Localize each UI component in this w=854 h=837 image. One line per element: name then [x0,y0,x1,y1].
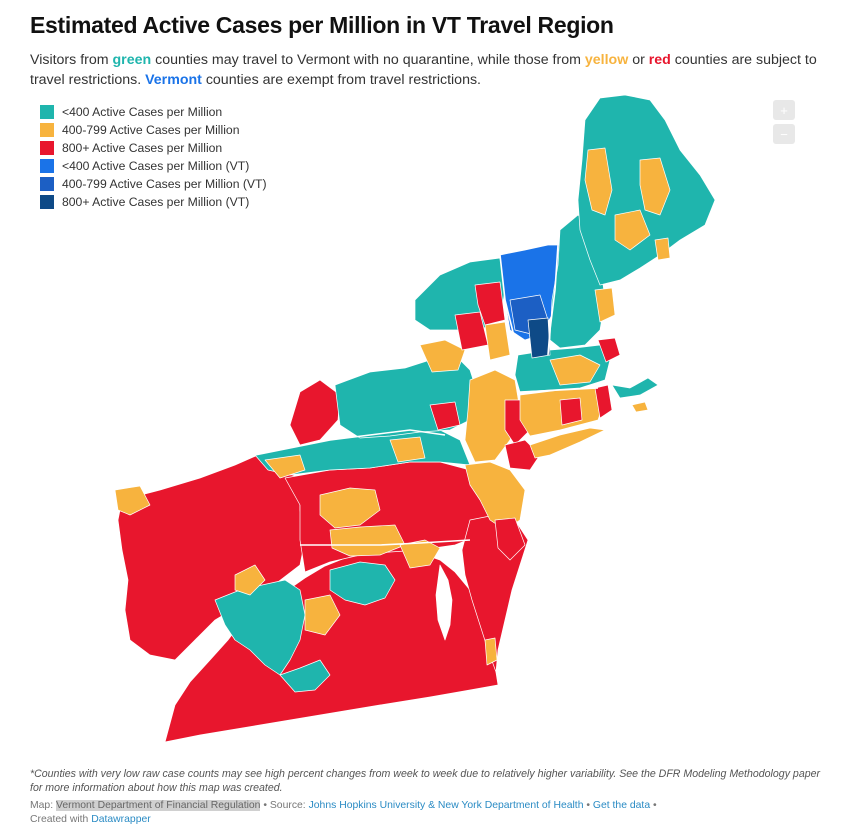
chart-description: Visitors from green counties may travel … [30,52,817,88]
region-maine-yellow-3[interactable] [614,209,651,251]
region-pa-yellow-2[interactable] [319,487,381,529]
region-wv-yellow[interactable] [234,564,266,596]
region-boston[interactable] [597,337,621,363]
region-cape-cod[interactable] [611,377,659,399]
source-link[interactable]: Johns Hopkins University & New York Depa… [308,800,584,811]
region-pa-yellow-1[interactable] [114,485,151,516]
legend-swatch [40,159,54,173]
region-north-ny-red[interactable] [474,281,506,326]
zoom-in-button[interactable]: + [773,100,795,120]
chart-title: Estimated Active Cases per Million in VT… [30,12,614,38]
legend-item: 400-799 Active Cases per Million [40,121,267,139]
legend-item: <400 Active Cases per Million [40,103,267,121]
legend-swatch [40,195,54,209]
region-maine-yellow-1[interactable] [584,147,613,216]
map-footer: Map: Vermont Department of Financial Reg… [30,799,830,827]
legend-swatch [40,105,54,119]
get-data-link[interactable]: Get the data [592,800,651,811]
region-ma-yellow[interactable] [549,354,601,386]
legend-label: 800+ Active Cases per Million (VT) [62,195,250,209]
map-credit-source: Vermont Department of Financial Regulati… [56,800,261,811]
legend-item: 400-799 Active Cases per Million (VT) [40,175,267,193]
region-md-yellow[interactable] [399,539,441,569]
legend-swatch [40,141,54,155]
region-maine-yellow-2[interactable] [639,157,671,216]
datawrapper-link[interactable]: Datawrapper [91,814,151,825]
legend-label: <400 Active Cases per Million (VT) [62,159,250,173]
border-ma-ct [519,387,599,393]
region-vermont-windsor[interactable] [527,317,551,359]
region-va-yellow-2[interactable] [484,637,498,666]
source-prefix: • Source: [260,800,309,811]
separator: • [583,800,593,811]
region-hudson[interactable] [464,369,521,463]
map-credit-prefix: Map: [30,800,56,811]
region-chesapeake[interactable] [435,564,453,641]
border-pa-md [300,539,471,546]
green-keyword: green [112,52,152,68]
region-nh-yellow[interactable] [594,287,616,323]
region-pa-yellow-3[interactable] [329,524,406,557]
red-keyword: red [648,52,671,68]
zoom-out-button[interactable]: − [773,124,795,144]
region-ct-red[interactable] [559,397,583,426]
legend-item: 800+ Active Cases per Million (VT) [40,193,267,211]
legend-swatch [40,123,54,137]
vermont-keyword: Vermont [145,72,202,88]
region-ny-yellow-tier[interactable] [264,454,306,479]
region-ny-yellow-tier-2[interactable] [389,436,426,463]
border-vt-nh [547,244,559,356]
map-notes: *Counties with very low raw case counts … [30,768,821,794]
region-shenandoah-teal[interactable] [329,561,396,606]
region-ny-central-red[interactable] [429,401,461,431]
border-pa-ny [254,429,446,456]
map-legend: <400 Active Cases per Million 400-799 Ac… [40,103,267,211]
region-western-ny[interactable] [289,379,341,446]
legend-item: <400 Active Cases per Million (VT) [40,157,267,175]
yellow-keyword: yellow [584,52,629,68]
created-prefix: Created with [30,814,92,825]
region-islands[interactable] [631,401,649,413]
legend-label: 400-799 Active Cases per Million (VT) [62,177,267,191]
legend-item: 800+ Active Cases per Million [40,139,267,157]
region-ny-central-yellow[interactable] [419,339,466,373]
border-vt-ny [499,254,519,356]
region-maine-yellow-4[interactable] [654,237,671,261]
region-adirondack-yellow[interactable] [484,321,511,361]
legend-label: <400 Active Cases per Million [62,105,223,119]
legend-label: 800+ Active Cases per Million [62,141,223,155]
region-nj-red[interactable] [494,517,526,561]
region-wv-teal[interactable] [214,579,306,676]
region-va-yellow[interactable] [304,594,341,636]
region-ri[interactable] [594,384,613,419]
region-sw-teal[interactable] [279,659,331,693]
separator: • [650,800,657,811]
legend-label: 400-799 Active Cases per Million [62,123,240,137]
legend-swatch [40,177,54,191]
region-long-island[interactable] [529,427,606,459]
